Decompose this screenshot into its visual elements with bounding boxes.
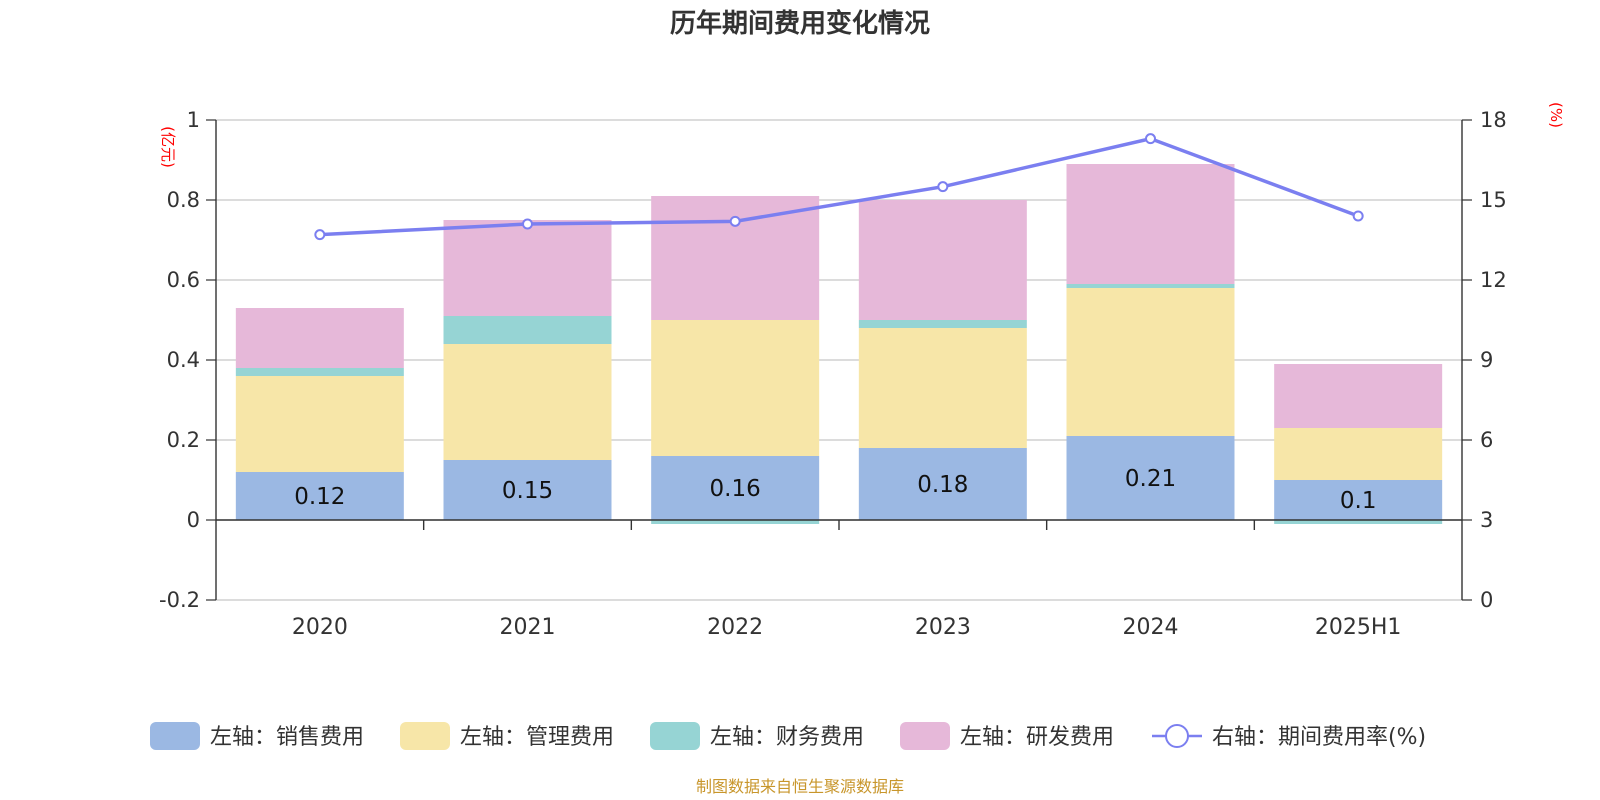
bar-segment <box>1274 364 1443 428</box>
right-tick-label: 6 <box>1480 428 1493 452</box>
left-tick-label: -0.2 <box>159 588 200 612</box>
bar-segment <box>1066 288 1235 436</box>
source-note: 制图数据来自恒生聚源数据库 <box>696 777 904 796</box>
legend-swatch <box>400 722 450 750</box>
bar-segment <box>1274 520 1443 524</box>
right-tick-label: 15 <box>1480 188 1507 212</box>
bar-segment <box>1274 480 1443 520</box>
left-tick-label: 1 <box>187 108 200 132</box>
sales-data-label: 0.12 <box>294 484 345 510</box>
category-label: 2020 <box>292 615 348 640</box>
left-tick-label: 0.2 <box>167 428 200 452</box>
left-tick-label: 0.8 <box>167 188 200 212</box>
left-axis-unit: (亿元) <box>159 126 177 168</box>
right-tick-label: 0 <box>1480 588 1493 612</box>
bar-segment <box>443 344 612 460</box>
category-label: 2021 <box>500 615 556 640</box>
rate-point <box>729 215 741 227</box>
rate-point <box>1145 133 1156 145</box>
sales-data-label: 0.21 <box>1125 466 1176 492</box>
bar-segment <box>1066 284 1235 288</box>
legend-swatch <box>900 722 950 750</box>
rate-point <box>1352 210 1364 222</box>
rate-point <box>937 181 949 193</box>
rate-line <box>319 136 1359 237</box>
right-tick-label: 9 <box>1480 348 1493 372</box>
bar-segment <box>858 328 1027 448</box>
left-tick-label: 0 <box>187 508 200 532</box>
bar-segment <box>443 220 612 316</box>
category-label: 2022 <box>707 615 763 640</box>
bar-segment <box>235 376 404 472</box>
right-axis-unit: (%) <box>1547 102 1565 128</box>
axes: 1 18 0.8 15 0.6 12 0.4 9 0.2 6 0 3 -0.2 0 2020 2021 2022… <box>159 108 1507 640</box>
bar-segment <box>1274 428 1443 480</box>
data-labels: 0.12 0.15 0.16 0.18 0.21 0.1 <box>294 466 1376 514</box>
bar-segment <box>651 456 820 520</box>
bar-segment <box>858 200 1027 320</box>
bar-segment <box>1066 436 1235 520</box>
legend-label: 左轴：财务费用 <box>710 725 864 750</box>
legend-circle-icon <box>1165 724 1189 748</box>
right-tick-label: 3 <box>1480 508 1493 532</box>
legend-label: 右轴：期间费用率(%) <box>1212 725 1426 750</box>
sales-data-label: 0.16 <box>710 476 761 502</box>
category-label: 2025H1 <box>1315 615 1402 640</box>
bar-series <box>235 164 1443 524</box>
line-series <box>314 133 1364 241</box>
sales-data-label: 0.15 <box>502 478 553 504</box>
legend-label: 左轴：销售费用 <box>210 725 364 750</box>
category-label: 2024 <box>1123 615 1179 640</box>
right-tick-label: 18 <box>1480 108 1507 132</box>
rate-point <box>522 218 533 230</box>
bar-segment <box>651 320 820 456</box>
legend-swatch <box>650 722 700 750</box>
category-label: 2023 <box>915 615 971 640</box>
legend-swatch <box>150 722 200 750</box>
bar-segment <box>651 196 820 320</box>
chart-title: 历年期间费用变化情况 <box>670 8 930 39</box>
legend-label: 左轴：管理费用 <box>460 725 614 750</box>
rate-point <box>314 229 326 241</box>
bar-segment <box>858 320 1027 328</box>
bar-segment <box>235 368 404 376</box>
bar-segment <box>858 448 1027 520</box>
sales-data-label: 0.1 <box>1340 488 1377 514</box>
bar-segment <box>235 308 404 368</box>
bar-segment <box>651 520 820 524</box>
legend-label: 左轴：研发费用 <box>960 725 1114 750</box>
sales-data-label: 0.18 <box>917 472 968 498</box>
left-tick-label: 0.4 <box>167 348 200 372</box>
right-tick-label: 12 <box>1480 268 1507 292</box>
left-tick-label: 0.6 <box>167 268 200 292</box>
bar-segment <box>443 460 612 520</box>
bar-segment <box>1066 164 1235 284</box>
bar-segment <box>235 472 404 520</box>
bar-segment <box>443 316 612 344</box>
legend: 左轴：销售费用 左轴：管理费用 左轴：财务费用 左轴：研发费用 右轴：期间费用率(%) <box>150 722 1426 750</box>
